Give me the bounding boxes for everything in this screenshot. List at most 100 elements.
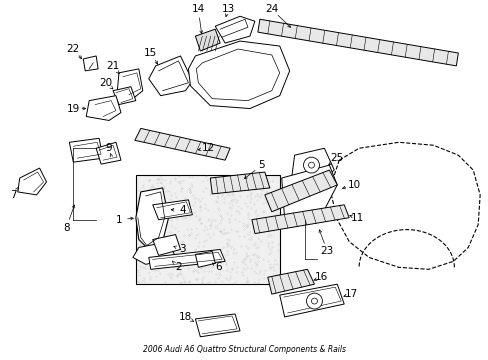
Point	[146, 276, 154, 282]
Point	[230, 196, 238, 202]
Point	[144, 177, 152, 183]
Point	[238, 258, 245, 264]
Point	[192, 225, 200, 230]
Point	[186, 189, 194, 195]
Point	[184, 186, 192, 192]
Point	[165, 189, 173, 194]
Point	[220, 230, 228, 236]
Point	[224, 229, 231, 235]
Point	[200, 255, 207, 261]
Point	[188, 253, 196, 259]
Polygon shape	[279, 284, 344, 317]
Point	[171, 175, 179, 181]
Point	[146, 207, 154, 213]
Point	[152, 202, 160, 207]
Point	[240, 233, 248, 239]
Point	[223, 243, 230, 249]
Point	[216, 220, 224, 226]
Point	[254, 244, 262, 250]
Point	[263, 184, 271, 190]
Point	[148, 246, 156, 252]
Point	[195, 203, 203, 209]
Point	[165, 180, 173, 186]
Point	[216, 180, 224, 185]
Point	[176, 267, 184, 273]
Point	[219, 244, 226, 249]
Point	[138, 278, 145, 284]
Point	[138, 218, 146, 224]
Point	[162, 246, 169, 251]
Point	[266, 247, 274, 252]
Point	[255, 255, 263, 260]
Point	[237, 205, 244, 211]
Point	[208, 265, 216, 270]
Point	[213, 193, 221, 199]
Point	[243, 253, 251, 258]
Point	[175, 174, 183, 179]
Point	[213, 199, 221, 205]
Text: 2006 Audi A6 Quattro Structural Components & Rails: 2006 Audi A6 Quattro Structural Componen…	[142, 345, 345, 354]
Point	[167, 192, 175, 198]
Point	[207, 190, 215, 196]
Point	[140, 275, 148, 281]
Point	[243, 211, 251, 216]
Polygon shape	[86, 96, 121, 121]
Point	[199, 189, 207, 194]
Point	[185, 260, 193, 266]
Point	[153, 239, 161, 244]
Point	[198, 276, 206, 282]
Point	[264, 240, 272, 246]
Point	[158, 238, 166, 243]
Point	[265, 223, 273, 229]
Polygon shape	[281, 165, 337, 220]
Point	[193, 231, 201, 237]
Point	[194, 239, 202, 245]
Point	[205, 191, 213, 197]
Point	[246, 229, 254, 234]
Point	[221, 261, 229, 266]
Point	[265, 264, 273, 270]
Point	[218, 230, 225, 236]
Point	[256, 269, 264, 274]
Point	[185, 185, 193, 191]
Point	[234, 210, 242, 216]
Point	[211, 250, 219, 256]
Polygon shape	[83, 56, 98, 71]
Point	[222, 275, 229, 281]
Point	[185, 189, 193, 195]
Point	[140, 230, 148, 236]
Point	[249, 242, 257, 247]
Point	[166, 196, 174, 202]
Point	[231, 216, 239, 222]
Point	[153, 239, 161, 244]
Text: 1: 1	[116, 215, 122, 225]
Point	[240, 256, 248, 262]
Point	[187, 226, 195, 232]
Point	[151, 256, 159, 262]
Point	[156, 179, 164, 184]
Point	[258, 187, 265, 193]
Polygon shape	[113, 87, 136, 105]
Point	[216, 213, 224, 219]
Point	[211, 257, 219, 263]
Point	[195, 204, 203, 210]
Point	[271, 203, 279, 209]
Point	[151, 246, 159, 251]
Point	[190, 195, 198, 201]
Polygon shape	[289, 178, 328, 208]
Point	[155, 233, 163, 238]
Point	[184, 232, 192, 238]
Point	[136, 248, 143, 254]
Point	[259, 223, 267, 229]
Point	[139, 230, 147, 236]
Point	[205, 225, 213, 230]
Point	[150, 207, 158, 213]
Point	[156, 174, 164, 179]
Point	[172, 265, 180, 270]
Point	[175, 240, 183, 246]
Point	[177, 198, 184, 204]
Point	[198, 195, 205, 201]
Point	[179, 239, 187, 245]
Point	[189, 192, 197, 198]
Point	[235, 186, 243, 192]
